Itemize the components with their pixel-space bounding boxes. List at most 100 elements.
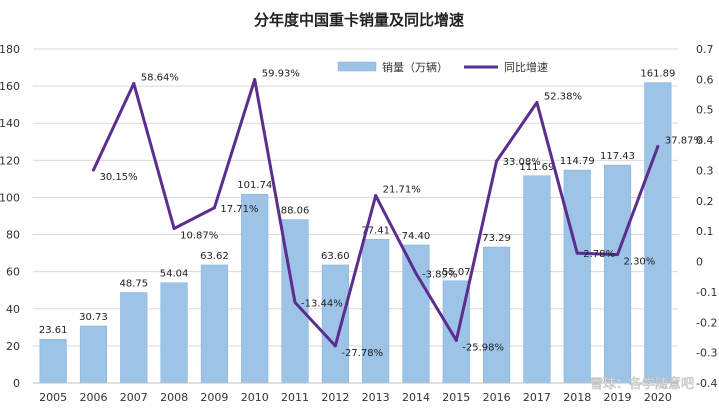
bar-value-labels: 23.61 30.73 48.75 54.04 63.62 101.74 88.06 63.6… — [39, 69, 676, 337]
chart-title: 分年度中国重卡销量及同比增速 — [254, 11, 464, 29]
bar-value-label: 117.43 — [600, 151, 635, 162]
x-axis-tick-label: 2012 — [321, 391, 349, 404]
x-axis-tick-label: 2010 — [241, 391, 269, 404]
left-axis-tick-label: 0 — [13, 377, 20, 390]
right-y-axis: -0.4 -0.3 -0.2 -0.1 0 0.1 0.2 0.3 0.4 0.5 0.6 0.7 — [696, 43, 717, 390]
bar — [160, 282, 188, 384]
line-point — [172, 227, 176, 231]
bar — [523, 175, 551, 384]
legend: 销量（万辆） 同比增速 — [337, 60, 548, 74]
bar — [39, 338, 67, 384]
line-value-label: -13.44% — [301, 298, 343, 309]
line-point — [293, 300, 297, 304]
bar-value-label: 63.62 — [200, 251, 229, 262]
right-axis-tick-label: 0 — [696, 256, 703, 269]
x-axis-tick-label: 2008 — [160, 391, 188, 404]
line-point — [91, 168, 95, 172]
bar-value-label: 23.61 — [39, 325, 68, 336]
x-axis-tick-label: 2018 — [563, 391, 591, 404]
bar-value-label: 48.75 — [119, 279, 148, 290]
left-axis-tick-label: 100 — [0, 191, 20, 204]
bar-value-label: 161.89 — [640, 69, 675, 80]
x-axis-tick-label: 2007 — [120, 391, 148, 404]
bar-value-label: 63.60 — [321, 251, 350, 262]
line-point — [333, 344, 337, 348]
line-point — [212, 206, 216, 210]
bar-value-label: 114.79 — [560, 156, 595, 167]
line-value-label: 52.38% — [544, 92, 582, 103]
right-axis-tick-label: -0.1 — [696, 286, 717, 299]
line-value-label: -3.89% — [422, 269, 457, 280]
x-axis-tick-label: 2017 — [523, 391, 551, 404]
line-value-label: 33.08% — [503, 157, 541, 168]
left-axis-tick-label: 160 — [0, 80, 20, 93]
left-axis-tick-label: 140 — [0, 117, 20, 130]
bar — [200, 264, 228, 384]
right-axis-tick-label: 0.2 — [696, 195, 714, 208]
line-point — [374, 194, 378, 198]
x-axis-tick-label: 2015 — [442, 391, 470, 404]
line-value-label: 21.71% — [383, 185, 421, 196]
bar — [79, 325, 108, 384]
x-axis-tick-label: 2020 — [644, 391, 672, 404]
line-point — [253, 78, 257, 82]
bar — [483, 246, 511, 384]
line-point — [535, 101, 539, 105]
right-axis-tick-label: -0.3 — [696, 347, 717, 360]
left-axis-tick-label: 40 — [6, 303, 20, 316]
line-value-labels: 30.15% 58.64% 10.87% 17.71% 59.93% -13.44% -27… — [99, 69, 703, 359]
left-axis-tick-label: 120 — [0, 154, 20, 167]
bar — [402, 244, 430, 384]
line-value-label: 59.93% — [262, 69, 300, 80]
line-point — [656, 145, 660, 149]
left-axis-tick-label: 60 — [6, 266, 20, 279]
line-value-label: -27.78% — [341, 348, 383, 359]
bar-value-label: 88.06 — [281, 206, 310, 217]
left-y-axis: 0 20 40 60 80 100 120 140 160 180 — [0, 43, 20, 390]
bar — [241, 193, 269, 384]
line-value-label: 30.15% — [99, 172, 137, 183]
line-point — [575, 251, 579, 255]
bar — [563, 169, 591, 384]
bar-value-label: 73.29 — [482, 233, 511, 244]
line-value-label: 2.78% — [583, 249, 615, 260]
bar — [120, 292, 148, 384]
x-axis-tick-label: 2009 — [200, 391, 228, 404]
line-point — [132, 81, 136, 85]
x-axis-tick-label: 2011 — [281, 391, 309, 404]
right-axis-tick-label: 0.5 — [696, 104, 714, 117]
x-axis-tick-label: 2005 — [39, 391, 67, 404]
line-value-label: -25.98% — [462, 342, 504, 353]
right-axis-tick-label: 0.1 — [696, 225, 714, 238]
legend-bar-label: 销量（万辆） — [382, 60, 448, 74]
line-value-label: 17.71% — [220, 204, 258, 215]
right-axis-tick-label: 0.6 — [696, 73, 714, 86]
line-point — [414, 271, 418, 275]
line-series — [91, 78, 660, 348]
line-value-label: 10.87% — [180, 231, 218, 242]
bar-series — [39, 82, 672, 384]
right-axis-tick-label: -0.2 — [696, 316, 717, 329]
x-axis-tick-label: 2016 — [483, 391, 511, 404]
bar-value-label: 77.41 — [361, 225, 390, 236]
bar — [644, 82, 672, 384]
x-axis-tick-label: 2014 — [402, 391, 430, 404]
right-axis-tick-label: -0.4 — [696, 377, 717, 390]
right-axis-tick-label: 0.4 — [696, 134, 714, 147]
bar — [603, 164, 632, 384]
line-value-label: 37.87% — [665, 136, 703, 147]
bar-value-label: 101.74 — [237, 180, 272, 191]
x-axis-tick-label: 2013 — [362, 391, 390, 404]
x-axis-tick-label: 2006 — [79, 391, 107, 404]
bar-value-label: 54.04 — [160, 269, 189, 280]
left-axis-tick-label: 80 — [6, 229, 20, 242]
left-axis-tick-label: 180 — [0, 43, 20, 56]
line-point — [454, 338, 458, 342]
right-axis-tick-label: 0.7 — [696, 43, 714, 56]
legend-line-label: 同比增速 — [504, 60, 548, 74]
watermark-text: 雪球：各学随意吧 — [590, 376, 694, 392]
line-value-label: 58.64% — [141, 72, 179, 83]
line-point — [495, 159, 499, 163]
bar — [362, 239, 390, 384]
